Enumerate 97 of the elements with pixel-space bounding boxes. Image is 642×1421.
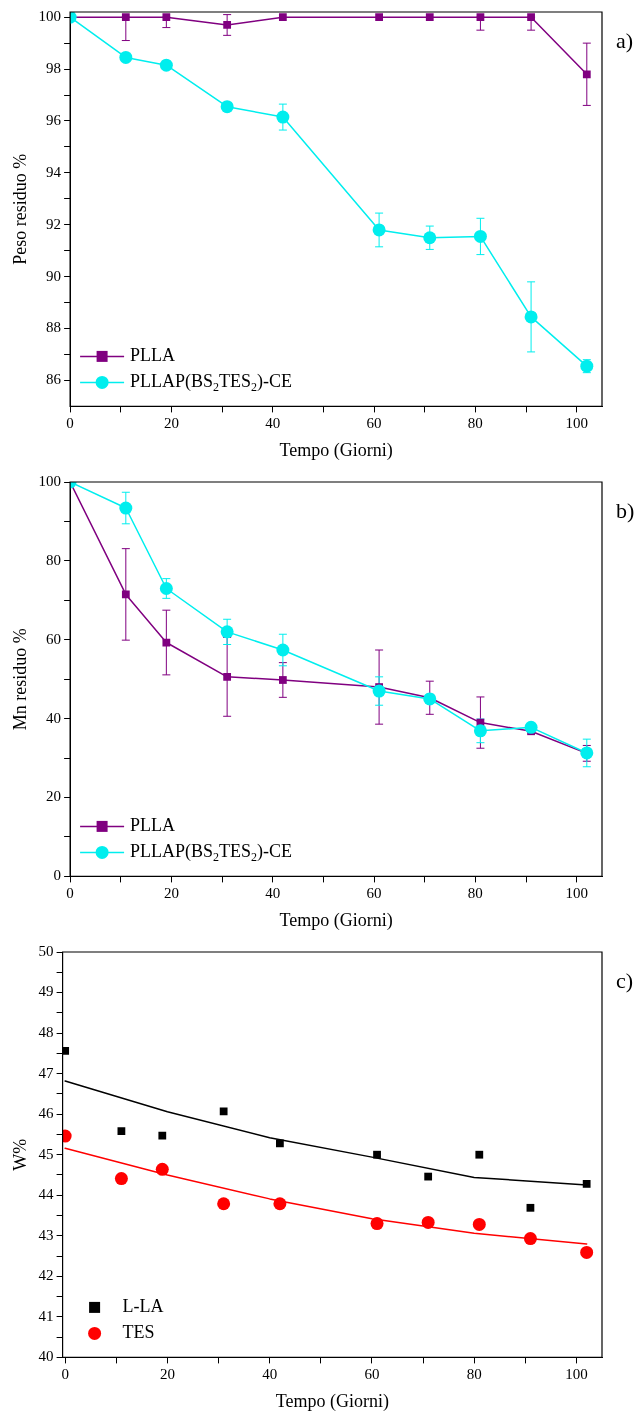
x-axis-title: Tempo (Giorni) xyxy=(279,439,393,461)
point xyxy=(476,13,485,22)
point xyxy=(119,50,133,64)
point xyxy=(276,110,290,124)
x-tick-label: 20 xyxy=(159,1366,175,1383)
point xyxy=(159,58,173,72)
point xyxy=(472,1217,486,1231)
x-tick-label: 40 xyxy=(262,1366,278,1383)
x-tick-label: 100 xyxy=(565,885,588,902)
point xyxy=(121,590,130,599)
x-tick-label: 0 xyxy=(66,885,74,902)
y-tick-label: 86 xyxy=(46,371,62,388)
point xyxy=(220,100,234,114)
y-tick-label: 40 xyxy=(46,709,62,726)
x-tick-label: 60 xyxy=(366,885,382,902)
x-axis-title: Tempo (Giorni) xyxy=(279,909,393,931)
y-tick-label: 41 xyxy=(38,1307,54,1324)
y-tick-label: 90 xyxy=(46,267,62,284)
y-tick-label: 60 xyxy=(46,630,62,647)
legend-label: PLLA xyxy=(130,345,176,366)
y-tick-label: 0 xyxy=(53,867,62,884)
point xyxy=(526,1203,535,1212)
text: c) xyxy=(616,967,634,993)
point xyxy=(582,1180,591,1188)
y-tick-label: 98 xyxy=(46,60,62,77)
y-tick-label: 100 xyxy=(38,472,62,489)
point xyxy=(527,13,535,22)
point xyxy=(276,1139,284,1148)
x-tick-label: 60 xyxy=(364,1366,380,1383)
y-axis-title: W% xyxy=(9,1138,30,1171)
x-tick-label: 20 xyxy=(163,885,179,902)
point xyxy=(62,1047,70,1055)
point xyxy=(423,231,437,245)
point xyxy=(580,1245,594,1259)
point xyxy=(162,13,171,22)
x-tick-label: 0 xyxy=(66,415,74,432)
point xyxy=(121,13,130,22)
y-tick-label: 94 xyxy=(46,163,62,180)
point xyxy=(114,1172,128,1186)
x-axis-title: Tempo (Giorni) xyxy=(275,1390,389,1412)
y-tick-label: 47 xyxy=(38,1064,55,1081)
y-tick-label: 20 xyxy=(46,788,62,805)
point xyxy=(117,1127,126,1136)
legend-label: PLLA xyxy=(130,815,176,836)
point xyxy=(473,229,487,243)
point xyxy=(219,1107,228,1116)
point xyxy=(278,13,287,22)
point xyxy=(473,724,487,738)
x-tick-label: 40 xyxy=(265,885,281,902)
x-tick-label: 60 xyxy=(366,415,382,432)
x-tick-label: 80 xyxy=(467,415,483,432)
point xyxy=(278,676,287,684)
point xyxy=(223,672,232,681)
point xyxy=(375,13,383,22)
y-tick-label: 45 xyxy=(38,1145,54,1162)
legend-label: L-LA xyxy=(122,1296,164,1317)
point xyxy=(220,625,234,639)
point xyxy=(372,223,386,237)
point xyxy=(582,70,591,79)
point xyxy=(524,310,538,324)
text: a) xyxy=(616,27,634,53)
point xyxy=(276,643,290,657)
y-tick-label: 100 xyxy=(38,8,62,25)
y-axis-title: Peso residuo % xyxy=(9,153,30,265)
point xyxy=(217,1197,231,1211)
point xyxy=(475,1150,484,1159)
x-tick-label: 100 xyxy=(565,415,588,432)
y-axis-title: Mn residuo % xyxy=(9,628,30,731)
legend-label: TES xyxy=(122,1322,155,1343)
x-tick-label: 80 xyxy=(467,885,483,902)
y-tick-label: 92 xyxy=(46,215,62,232)
text: b) xyxy=(616,497,635,523)
point xyxy=(159,581,173,595)
y-tick-label: 49 xyxy=(38,983,54,1000)
y-tick-label: 44 xyxy=(38,1186,55,1203)
y-tick-label: 43 xyxy=(38,1226,54,1243)
point xyxy=(372,684,386,698)
point xyxy=(162,638,171,647)
y-tick-label: 40 xyxy=(38,1348,54,1365)
y-tick-label: 42 xyxy=(38,1267,54,1284)
point xyxy=(424,1172,433,1181)
point xyxy=(119,501,133,515)
y-tick-label: 48 xyxy=(38,1024,54,1041)
x-tick-label: 20 xyxy=(163,415,179,432)
point xyxy=(223,21,232,29)
point xyxy=(425,13,434,22)
y-tick-label: 96 xyxy=(46,111,62,128)
y-tick-label: 46 xyxy=(38,1105,55,1122)
y-tick-label: 80 xyxy=(46,551,62,568)
x-tick-label: 40 xyxy=(265,415,281,432)
point xyxy=(423,692,437,706)
x-tick-label: 80 xyxy=(466,1366,482,1383)
y-tick-label: 50 xyxy=(38,942,54,959)
point xyxy=(524,720,538,734)
x-tick-label: 100 xyxy=(565,1366,588,1383)
y-tick-label: 88 xyxy=(46,319,62,336)
point xyxy=(158,1131,167,1140)
